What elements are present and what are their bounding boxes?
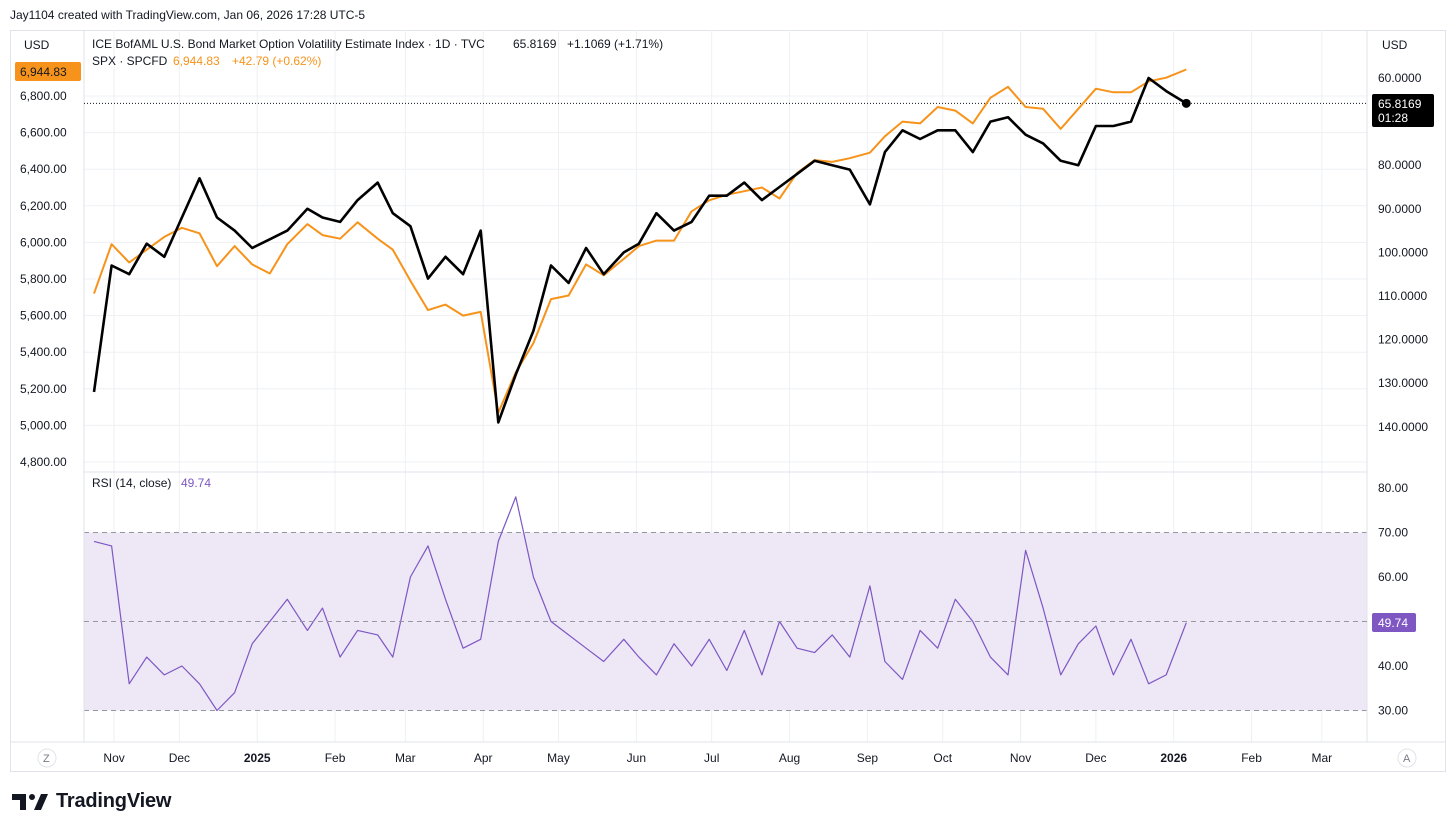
left-axis-tick: 6,400.00 [20, 162, 67, 176]
legend-spx-title[interactable]: SPX · SPCFD [92, 54, 168, 68]
vol-countdown-text: 01:28 [1378, 111, 1408, 125]
spx-series-line [93, 68, 1187, 414]
legend-vol-change: +1.1069 (+1.71%) [567, 37, 663, 51]
a-label: A [1403, 753, 1411, 765]
legend-spx-change: +42.79 (+0.62%) [232, 54, 321, 68]
right-axis-currency[interactable]: USD [1382, 38, 1408, 52]
x-axis-tick: Apr [474, 751, 493, 765]
vol-price-badge-text: 65.8169 [1378, 97, 1422, 111]
left-axis-tick: 5,000.00 [20, 418, 67, 432]
left-axis-tick: 6,800.00 [20, 89, 67, 103]
right-axis-tick: 80.0000 [1378, 158, 1422, 172]
right-axis-tick: 120.0000 [1378, 333, 1428, 347]
x-axis-tick: Jun [627, 751, 646, 765]
rsi-axis-tick: 40.00 [1378, 659, 1408, 673]
chart-marks: 6,800.00 6,600.00 6,400.00 6,200.00 6,000.00… [20, 71, 1428, 765]
left-axis-tick: 6,200.00 [20, 199, 67, 213]
spx-price-badge: 6,944.83 [15, 62, 81, 81]
x-axis-tick: May [547, 751, 570, 765]
rsi-axis-tick: 30.00 [1378, 704, 1408, 718]
left-axis-tick: 6,600.00 [20, 126, 67, 140]
z-label: Z [43, 753, 50, 765]
auto-scale-button[interactable]: A [1397, 748, 1417, 768]
legend-vol-title[interactable]: ICE BofAML U.S. Bond Market Option Volat… [92, 37, 485, 51]
footer: TradingView [12, 790, 171, 813]
vol-price-badge: 65.8169 01:28 [1372, 94, 1434, 127]
tradingview-logo-icon [12, 793, 48, 810]
left-axis-tick: 5,800.00 [20, 272, 67, 286]
right-axis-tick: 100.0000 [1378, 245, 1428, 259]
legend-spx-last: 6,944.83 [173, 54, 220, 68]
left-axis-tick: 4,800.00 [20, 455, 67, 469]
right-axis-tick: 130.0000 [1378, 376, 1428, 390]
x-axis-tick: Dec [1085, 751, 1106, 765]
left-axis-tick: 5,600.00 [20, 309, 67, 323]
x-axis-tick: Oct [933, 751, 952, 765]
timezone-button[interactable]: Z [37, 748, 57, 768]
x-axis-tick: Mar [395, 751, 416, 765]
x-axis-tick: 2026 [1160, 751, 1187, 765]
footer-brand: TradingView [56, 790, 172, 812]
rsi-axis-tick: 80.00 [1378, 481, 1408, 495]
x-axis-tick: Sep [857, 751, 879, 765]
x-axis-tick: Aug [779, 751, 800, 765]
left-axis-tick: 5,200.00 [20, 382, 67, 396]
chart-attribution: Jay1104 created with TradingView.com, Ja… [10, 8, 366, 22]
legend-rsi-last: 49.74 [181, 476, 211, 490]
left-axis-currency[interactable]: USD [24, 38, 50, 52]
legend: ICE BofAML U.S. Bond Market Option Volat… [92, 37, 663, 490]
spx-price-badge-text: 6,944.83 [20, 65, 67, 79]
right-axis-tick: 110.0000 [1378, 289, 1427, 303]
chart-frame [10, 30, 1446, 772]
rsi-axis-tick: 60.00 [1378, 570, 1408, 584]
right-axis-tick: 60.0000 [1378, 71, 1422, 85]
x-axis-tick: Nov [1010, 751, 1031, 765]
rsi-value-badge: 49.74 [1372, 613, 1416, 632]
x-axis-tick: Mar [1312, 751, 1333, 765]
x-axis-tick: Jul [704, 751, 719, 765]
left-axis-tick: 5,400.00 [20, 345, 67, 359]
right-axis-tick: 90.0000 [1378, 202, 1422, 216]
x-axis-tick: Dec [169, 751, 190, 765]
right-axis-tick: 140.0000 [1378, 420, 1428, 434]
legend-rsi-title[interactable]: RSI (14, close) [92, 476, 171, 490]
vol-last-point [1181, 98, 1191, 108]
vol-series-line [92, 76, 1187, 424]
x-axis-tick: Nov [103, 751, 124, 765]
rsi-series-line [93, 496, 1187, 712]
legend-vol-last: 65.8169 [513, 37, 557, 51]
left-axis-tick: 6,000.00 [20, 235, 67, 249]
rsi-value-badge-text: 49.74 [1378, 616, 1408, 630]
x-axis-tick: Feb [1241, 751, 1262, 765]
x-axis-tick: Feb [325, 751, 346, 765]
x-axis-tick: 2025 [244, 751, 271, 765]
rsi-axis-tick: 70.00 [1378, 526, 1408, 540]
